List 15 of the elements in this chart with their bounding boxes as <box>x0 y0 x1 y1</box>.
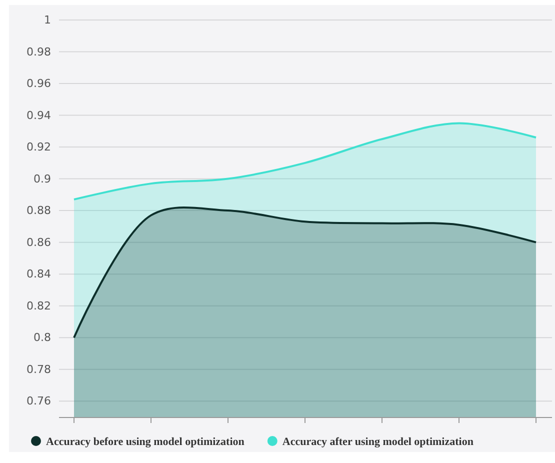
y-tick-label: 0.86 <box>26 236 51 249</box>
y-tick-label: 0.98 <box>26 45 51 58</box>
y-tick-label: 0.8 <box>34 331 51 344</box>
y-tick-label: 0.76 <box>26 394 51 408</box>
y-tick-label: 0.92 <box>26 140 51 154</box>
y-tick-label: 0.94 <box>26 108 51 122</box>
y-tick-label: 0.82 <box>26 299 51 312</box>
y-tick-label: 0.9 <box>34 172 51 186</box>
legend-label: Accuracy after using model optimization <box>282 436 474 448</box>
y-tick-label: 1 <box>44 14 51 27</box>
legend-label: Accuracy before using model optimization <box>46 436 244 448</box>
y-tick-label: 0.78 <box>26 362 51 376</box>
y-tick-label: 0.88 <box>26 204 51 218</box>
y-tick-label: 0.96 <box>26 77 51 90</box>
y-tick-label: 0.84 <box>26 268 51 281</box>
